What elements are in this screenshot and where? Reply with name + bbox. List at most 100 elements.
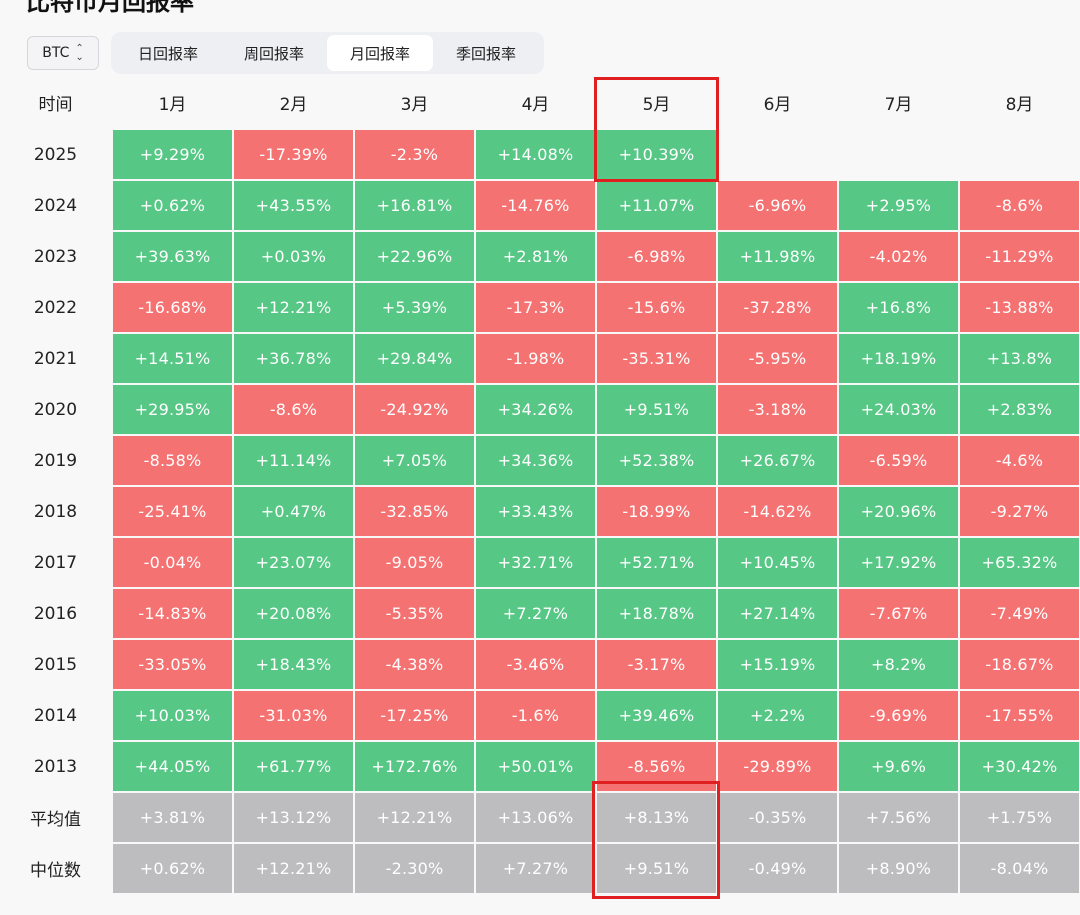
median-cell: +8.90% <box>839 844 958 893</box>
tab-weekly-return[interactable]: 周回报率 <box>243 44 304 63</box>
return-cell: +32.71% <box>476 538 595 587</box>
return-cell: -17.25% <box>355 691 474 740</box>
year-label: 2020 <box>33 399 78 420</box>
return-cell: +39.46% <box>597 691 716 740</box>
month-header: 5月 <box>642 95 671 115</box>
page-title: 比特币月回报率 <box>26 0 194 16</box>
return-cell: -32.85% <box>355 487 474 536</box>
year-label: 2023 <box>33 246 78 267</box>
return-cell: +2.2% <box>718 691 837 740</box>
return-cell: +34.26% <box>476 385 595 434</box>
return-cell: +17.92% <box>839 538 958 587</box>
return-cell: +43.55% <box>234 181 353 230</box>
time-column-header: 时间 <box>38 95 73 115</box>
return-cell: +11.14% <box>234 436 353 485</box>
return-cell: -1.98% <box>476 334 595 383</box>
month-header: 3月 <box>400 95 429 115</box>
return-cell: -31.03% <box>234 691 353 740</box>
return-cell: -6.96% <box>718 181 837 230</box>
return-cell: -8.6% <box>960 181 1079 230</box>
return-cell: +11.98% <box>718 232 837 281</box>
return-cell <box>718 130 837 179</box>
return-cell: -6.59% <box>839 436 958 485</box>
tab-monthly-return[interactable]: 月回报率 <box>327 35 433 71</box>
year-label: 2017 <box>33 552 78 573</box>
return-cell: -29.89% <box>718 742 837 791</box>
return-cell: -5.95% <box>718 334 837 383</box>
tab-daily-return[interactable]: 日回报率 <box>137 44 198 63</box>
return-cell: -8.56% <box>597 742 716 791</box>
return-cell: -25.41% <box>113 487 232 536</box>
return-cell: +52.71% <box>597 538 716 587</box>
average-cell: +12.21% <box>355 793 474 842</box>
return-cell: -35.31% <box>597 334 716 383</box>
return-cell: +20.08% <box>234 589 353 638</box>
return-cell: -17.39% <box>234 130 353 179</box>
year-label: 2022 <box>33 297 78 318</box>
return-cell: -4.38% <box>355 640 474 689</box>
return-cell: +65.32% <box>960 538 1079 587</box>
return-cell: +0.47% <box>234 487 353 536</box>
return-cell: +2.95% <box>839 181 958 230</box>
median-cell: -0.49% <box>718 844 837 893</box>
up-down-chevron-icon: ⌃ ⌄ <box>75 43 84 63</box>
return-cell: -37.28% <box>718 283 837 332</box>
return-cell: +50.01% <box>476 742 595 791</box>
return-cell: -4.02% <box>839 232 958 281</box>
asset-select[interactable]: BTC ⌃ ⌄ <box>27 36 99 70</box>
return-cell: +15.19% <box>718 640 837 689</box>
return-cell: +172.76% <box>355 742 474 791</box>
return-cell: +14.51% <box>113 334 232 383</box>
return-cell: +24.03% <box>839 385 958 434</box>
return-cell: +9.6% <box>839 742 958 791</box>
return-cell: +14.08% <box>476 130 595 179</box>
year-label: 2018 <box>33 501 78 522</box>
return-cell: +2.83% <box>960 385 1079 434</box>
return-cell: -9.27% <box>960 487 1079 536</box>
return-cell: +7.05% <box>355 436 474 485</box>
return-cell: +0.62% <box>113 181 232 230</box>
median-cell: -8.04% <box>960 844 1079 893</box>
return-cell: +10.03% <box>113 691 232 740</box>
median-cell: +0.62% <box>113 844 232 893</box>
return-cell: -11.29% <box>960 232 1079 281</box>
average-cell: -0.35% <box>718 793 837 842</box>
return-cell: +11.07% <box>597 181 716 230</box>
return-cell: +22.96% <box>355 232 474 281</box>
return-cell: -18.99% <box>597 487 716 536</box>
return-cell: +16.8% <box>839 283 958 332</box>
return-cell: -9.69% <box>839 691 958 740</box>
return-cell: +18.19% <box>839 334 958 383</box>
average-cell: +8.13% <box>597 793 716 842</box>
return-cell: -24.92% <box>355 385 474 434</box>
asset-select-value: BTC <box>42 45 70 61</box>
return-cell: +5.39% <box>355 283 474 332</box>
return-cell: +27.14% <box>718 589 837 638</box>
return-cell: +0.03% <box>234 232 353 281</box>
median-cell: +9.51% <box>597 844 716 893</box>
return-cell: +39.63% <box>113 232 232 281</box>
month-header: 4月 <box>521 95 550 115</box>
return-cell: -16.68% <box>113 283 232 332</box>
tab-quarterly-return[interactable]: 季回报率 <box>455 44 516 63</box>
year-label: 2015 <box>33 654 78 675</box>
return-cell: +23.07% <box>234 538 353 587</box>
average-cell: +3.81% <box>113 793 232 842</box>
return-cell: +26.67% <box>718 436 837 485</box>
return-cell: +7.27% <box>476 589 595 638</box>
return-cell: +20.96% <box>839 487 958 536</box>
average-cell: +13.12% <box>234 793 353 842</box>
return-cell: -0.04% <box>113 538 232 587</box>
return-cell: -17.55% <box>960 691 1079 740</box>
median-cell: +12.21% <box>234 844 353 893</box>
return-cell: +44.05% <box>113 742 232 791</box>
return-cell <box>960 130 1079 179</box>
return-cell: -7.67% <box>839 589 958 638</box>
return-cell: +10.45% <box>718 538 837 587</box>
return-cell: +16.81% <box>355 181 474 230</box>
monthly-return-heatmap-table: 时间 1月 2月 3月 4月 5月 6月 7月 8月 2025 +9.29% -17.39% -2.3%… <box>0 77 1080 893</box>
return-cell: +30.42% <box>960 742 1079 791</box>
return-cell: +10.39% <box>597 130 716 179</box>
return-cell: +52.38% <box>597 436 716 485</box>
return-cell: -3.17% <box>597 640 716 689</box>
